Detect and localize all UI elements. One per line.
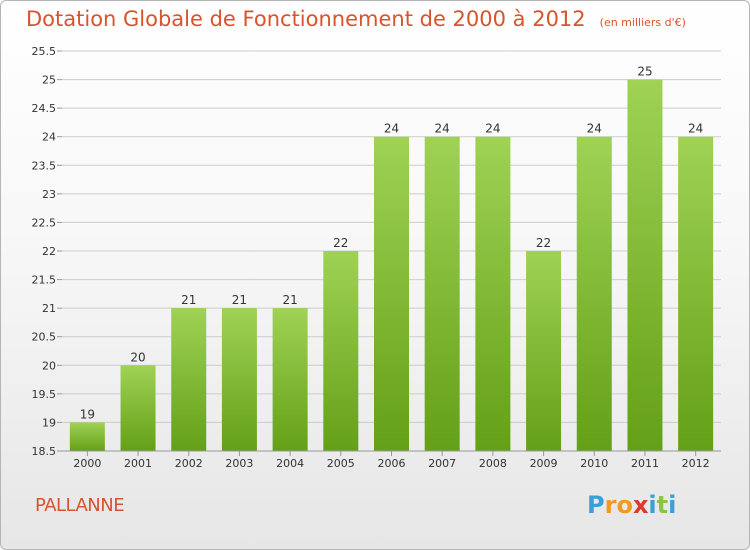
bar xyxy=(475,136,511,451)
x-tick-label: 2009 xyxy=(530,457,558,470)
logo-letter: P xyxy=(587,491,605,519)
x-tick-label: 2000 xyxy=(73,457,101,470)
y-tick-label: 24 xyxy=(42,131,56,144)
logo-letter: x xyxy=(632,491,649,519)
bar-value-label: 24 xyxy=(688,122,703,136)
bar-value-label: 21 xyxy=(282,293,297,307)
bar xyxy=(221,308,257,451)
bar-value-label: 22 xyxy=(333,236,348,250)
logo-letter: i xyxy=(648,491,657,519)
y-tick-label: 19.5 xyxy=(32,388,57,401)
y-tick-label: 25.5 xyxy=(32,45,57,58)
y-tick-label: 25 xyxy=(42,74,56,87)
y-tick-label: 19 xyxy=(42,416,56,429)
bar-value-label: 24 xyxy=(384,122,399,136)
y-tick-label: 23.5 xyxy=(32,159,57,172)
proxiti-logo: Proxiti xyxy=(587,491,676,519)
x-tick-label: 2004 xyxy=(276,457,304,470)
y-tick-label: 20.5 xyxy=(32,331,57,344)
y-tick-label: 23 xyxy=(42,188,56,201)
bar xyxy=(424,136,460,451)
logo-letter: o xyxy=(616,491,633,519)
chart-title: Dotation Globale de Fonctionnement de 20… xyxy=(26,7,686,31)
title-text: Dotation Globale de Fonctionnement de 20… xyxy=(26,7,586,31)
bar-value-label: 19 xyxy=(80,407,95,421)
x-tick-label: 2012 xyxy=(682,457,710,470)
bar xyxy=(171,308,207,451)
bar xyxy=(627,79,663,452)
y-axis-ticks: 18.5 19 19.5 20 20.5 21 21.5 22 22.5 23 23.5 24 24.5… xyxy=(32,45,62,458)
x-tick-label: 2006 xyxy=(378,457,406,470)
bar-value-label: 22 xyxy=(536,236,551,250)
bar xyxy=(120,365,156,451)
logo-letter: t xyxy=(656,491,669,519)
y-tick-label: 21.5 xyxy=(32,274,57,287)
bar-value-label: 20 xyxy=(130,350,145,364)
y-tick-label: 24.5 xyxy=(32,102,57,115)
bar-value-label: 25 xyxy=(637,65,652,79)
logo-letter: i xyxy=(668,491,677,519)
x-tick-label: 2010 xyxy=(580,457,608,470)
commune-name: PALLANNE xyxy=(35,495,125,516)
x-tick-label: 2008 xyxy=(479,457,507,470)
bar-value-label: 24 xyxy=(435,122,450,136)
bar-value-label: 21 xyxy=(232,293,247,307)
x-tick-label: 2007 xyxy=(428,457,456,470)
bar-value-label: 24 xyxy=(485,122,500,136)
bar xyxy=(576,136,612,451)
y-tick-label: 20 xyxy=(42,359,56,372)
logo-letter: r xyxy=(604,491,617,519)
y-tick-label: 22 xyxy=(42,245,56,258)
bar-value-label: 21 xyxy=(181,293,196,307)
x-tick-label: 2001 xyxy=(124,457,152,470)
unit-label: (en milliers d'€) xyxy=(599,16,686,29)
y-tick-label: 22.5 xyxy=(32,216,57,229)
bar xyxy=(526,251,562,451)
bar xyxy=(678,136,714,451)
x-tick-label: 2011 xyxy=(631,457,659,470)
bar xyxy=(374,136,409,451)
x-tick-label: 2002 xyxy=(175,457,203,470)
x-tick-label: 2005 xyxy=(327,457,355,470)
x-tick-label: 2003 xyxy=(225,457,253,470)
y-tick-label: 21 xyxy=(42,302,56,315)
bar xyxy=(272,308,308,451)
y-tick-label: 18.5 xyxy=(32,445,57,458)
bar-value-label: 24 xyxy=(587,122,602,136)
bars: 19 20 21 21 21 22 24 24 24 22 24 25 24 xyxy=(69,65,714,452)
bar xyxy=(323,251,359,451)
x-axis-ticks: 2000 2001 2002 2003 2004 2005 2006 2007 2008 2009… xyxy=(73,451,710,470)
bar xyxy=(69,422,105,451)
